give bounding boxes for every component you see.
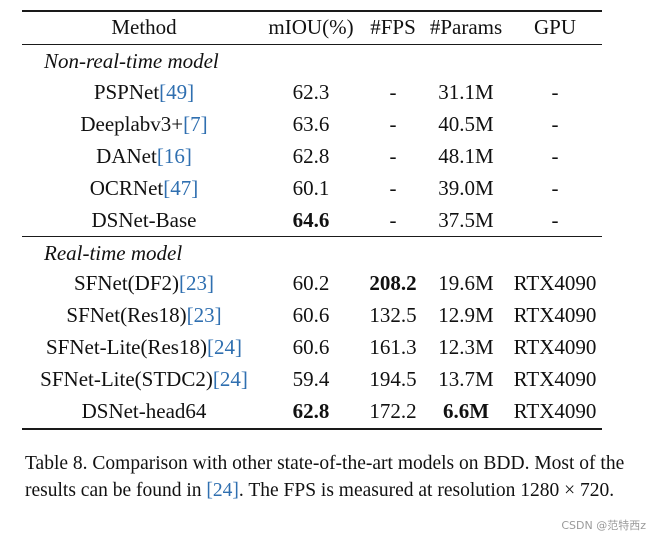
fps-cell: - [389,144,397,168]
gpu-cell: RTX4090 [513,367,597,391]
citation-link[interactable]: [24] [206,335,242,359]
method-cell: PSPNet[49] [93,80,195,104]
fps-cell: 172.2 [369,399,417,423]
header-miou: mIOU(%) [268,15,354,39]
miou-cell: 60.6 [292,335,330,359]
table-row: SFNet(DF2)[23] 60.2 208.2 19.6M RTX4090 [0,267,654,299]
fps-cell: 132.5 [369,303,417,327]
fps-cell: 161.3 [369,335,417,359]
params-cell: 13.7M [438,367,494,391]
citation-link[interactable]: [23] [179,271,214,295]
miou-cell: 60.2 [292,271,330,295]
miou-cell: 59.4 [292,367,330,391]
fps-cell-best: 208.2 [369,271,417,295]
table-row: DSNet-Base 64.6 - 37.5M - [0,204,654,236]
miou-cell-best: 64.6 [292,208,330,232]
miou-cell: 60.1 [292,176,330,200]
gpu-cell: - [551,144,559,168]
params-cell: 12.3M [438,335,494,359]
table-row: SFNet-Lite(STDC2)[24] 59.4 194.5 13.7M R… [0,363,654,395]
fps-cell: - [389,176,397,200]
header-method: Method [111,15,177,39]
table-row: SFNet-Lite(Res18)[24] 60.6 161.3 12.3M R… [0,331,654,363]
miou-cell: 62.8 [292,144,330,168]
citation-link[interactable]: [49] [159,80,195,104]
gpu-cell: - [551,208,559,232]
section-title-non-real-time: Non-real-time model [44,49,219,73]
header-row: Method mIOU(%) #FPS #Params GPU [0,11,654,43]
caption-citation-link[interactable]: [24] [206,480,239,501]
table-row: SFNet(Res18)[23] 60.6 132.5 12.9M RTX409… [0,299,654,331]
method-cell: SFNet-Lite(STDC2)[24] [40,367,248,391]
method-cell: Deeplabv3+[7] [80,112,208,136]
table-row: DSNet-head64 62.8 172.2 6.6M RTX4090 [0,395,654,427]
fps-cell: - [389,80,397,104]
gpu-cell: - [551,112,559,136]
header-params: #Params [429,15,503,39]
citation-link[interactable]: [7] [183,112,208,136]
method-cell: DSNet-head64 [81,399,207,423]
miou-cell-best: 62.8 [292,399,330,423]
params-cell: 37.5M [438,208,494,232]
table-row: PSPNet[49] 62.3 - 31.1M - [0,76,654,108]
gpu-cell: RTX4090 [513,335,597,359]
citation-link[interactable]: [16] [156,144,192,168]
header-gpu: GPU [533,15,576,39]
gpu-cell: RTX4090 [513,303,597,327]
method-cell: DANet[16] [96,144,192,168]
params-cell: 12.9M [438,303,494,327]
citation-link[interactable]: [24] [212,367,248,391]
method-cell: OCRNet[47] [89,176,199,200]
table-row: Deeplabv3+[7] 63.6 - 40.5M - [0,108,654,140]
params-cell: 40.5M [438,112,494,136]
header-fps: #FPS [370,15,416,39]
params-cell: 39.0M [438,176,494,200]
gpu-cell: - [551,80,559,104]
fps-cell: 194.5 [369,367,417,391]
method-cell: SFNet(Res18)[23] [66,303,222,327]
section-title-real-time: Real-time model [44,241,183,265]
table-row: OCRNet[47] 60.1 - 39.0M - [0,172,654,204]
citation-link[interactable]: [47] [163,176,199,200]
header-rule [22,44,602,45]
method-cell: SFNet-Lite(Res18)[24] [46,335,242,359]
table-caption: Table 8. Comparison with other state-of-… [25,453,625,501]
gpu-cell: - [551,176,559,200]
section-rule [22,236,602,237]
params-cell: 31.1M [438,80,494,104]
method-cell: SFNet(DF2)[23] [73,271,214,295]
method-cell: DSNet-Base [91,208,197,232]
miou-cell: 63.6 [292,112,330,136]
table-row: DANet[16] 62.8 - 48.1M - [0,140,654,172]
fps-cell: - [389,208,397,232]
fps-cell: - [389,112,397,136]
bottom-rule [22,428,602,430]
miou-cell: 60.6 [292,303,330,327]
watermark: CSDN @范特西z [561,519,646,532]
gpu-cell: RTX4090 [513,399,597,423]
params-cell: 48.1M [438,144,494,168]
params-cell: 19.6M [438,271,494,295]
top-rule [22,10,602,12]
gpu-cell: RTX4090 [513,271,597,295]
citation-link[interactable]: [23] [186,303,222,327]
params-cell-best: 6.6M [442,399,490,423]
miou-cell: 62.3 [292,80,330,104]
